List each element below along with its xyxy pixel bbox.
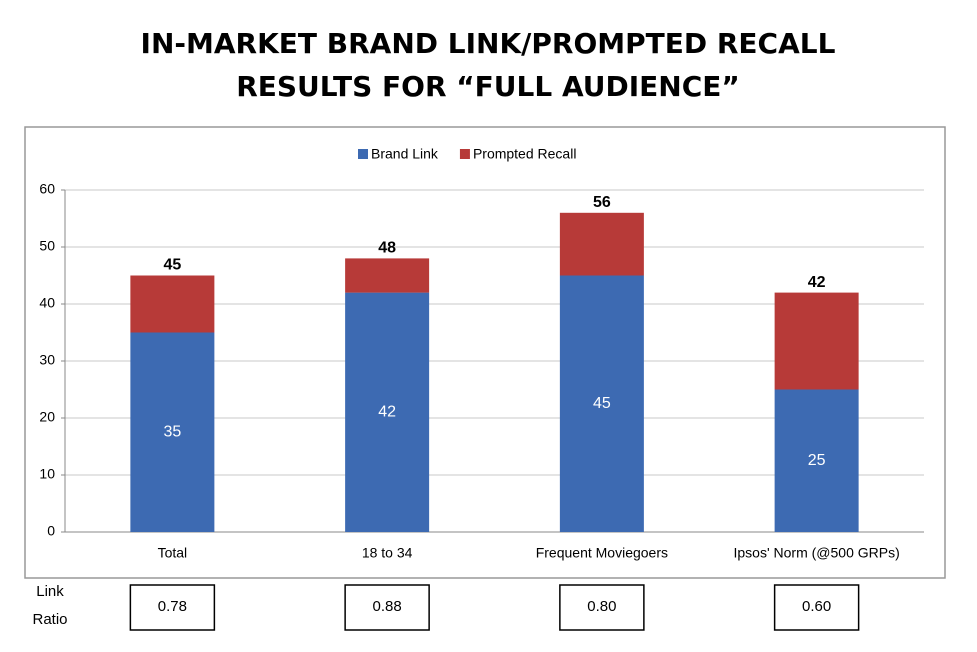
x-tick-label: 18 to 34 (362, 545, 413, 561)
value-label: 25 (808, 452, 826, 469)
ratio-value: 0.60 (802, 598, 831, 615)
ratio-value: 0.78 (158, 598, 187, 615)
ratio-value: 0.80 (587, 598, 616, 615)
bar-segment (774, 389, 859, 532)
bar-segment (130, 332, 215, 532)
value-label: 45 (593, 395, 611, 412)
value-label: 42 (378, 404, 396, 421)
ratio-box (559, 584, 645, 631)
ratio-box (344, 584, 430, 631)
y-tick-label: 30 (39, 352, 55, 368)
ratio-label: Ratio (32, 611, 67, 628)
chart-title: IN-MARKET BRAND LINK/PROMPTED RECALL (141, 27, 836, 60)
bar-segment (774, 292, 859, 390)
x-tick-label: Ipsos' Norm (@500 GRPs) (733, 545, 899, 561)
y-tick-label: 10 (39, 466, 55, 482)
x-tick-label: Frequent Moviegoers (536, 545, 668, 561)
total-label: 42 (808, 274, 826, 291)
bar-segment (130, 275, 215, 333)
y-tick-label: 0 (47, 523, 55, 539)
bar-segment (345, 292, 430, 532)
ratio-label: Link (36, 583, 64, 600)
y-tick-label: 40 (39, 295, 55, 311)
legend-label: Brand Link (371, 146, 439, 162)
y-tick-label: 60 (39, 181, 55, 197)
ratio-value: 0.88 (373, 598, 402, 615)
value-label: 35 (163, 423, 181, 440)
legend-swatch (459, 149, 470, 159)
bar-segment (559, 212, 644, 276)
legend-label: Prompted Recall (473, 146, 577, 162)
chart-title: RESULTS FOR “FULL AUDIENCE” (236, 70, 740, 103)
bar-segment (345, 258, 430, 293)
total-label: 56 (593, 194, 611, 211)
x-tick-label: Total (158, 545, 188, 561)
ratio-box (773, 584, 860, 631)
y-tick-label: 50 (39, 238, 55, 254)
y-tick-label: 20 (39, 409, 55, 425)
total-label: 48 (378, 240, 396, 257)
ratio-box (129, 584, 216, 631)
bar-segment (559, 275, 644, 532)
total-label: 45 (163, 257, 181, 274)
legend-swatch (358, 149, 368, 159)
